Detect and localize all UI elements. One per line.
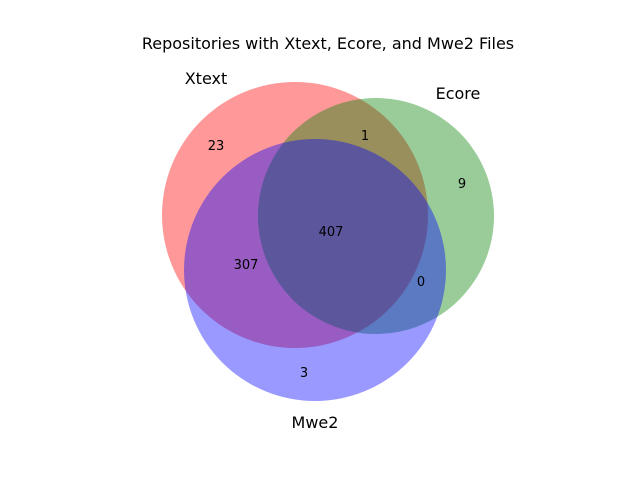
set-circle-xtext bbox=[162, 82, 428, 348]
region-count-ecore-mwe2: 0 bbox=[417, 275, 425, 290]
region-count-ecore-only: 9 bbox=[458, 177, 466, 192]
set-circle-mwe2 bbox=[184, 139, 446, 401]
region-count-mwe2-only: 3 bbox=[300, 366, 308, 381]
set-label-xtext: Xtext bbox=[185, 69, 228, 88]
chart-title: Repositories with Xtext, Ecore, and Mwe2… bbox=[142, 34, 514, 53]
set-label-mwe2: Mwe2 bbox=[292, 413, 339, 432]
set-label-ecore: Ecore bbox=[436, 84, 481, 103]
region-count-xtext-ecore: 1 bbox=[361, 129, 369, 144]
region-count-xtext-mwe2: 307 bbox=[234, 258, 259, 273]
set-circle-ecore bbox=[258, 98, 494, 334]
region-count-all-three: 407 bbox=[319, 225, 344, 240]
region-count-xtext-only: 23 bbox=[208, 139, 225, 154]
